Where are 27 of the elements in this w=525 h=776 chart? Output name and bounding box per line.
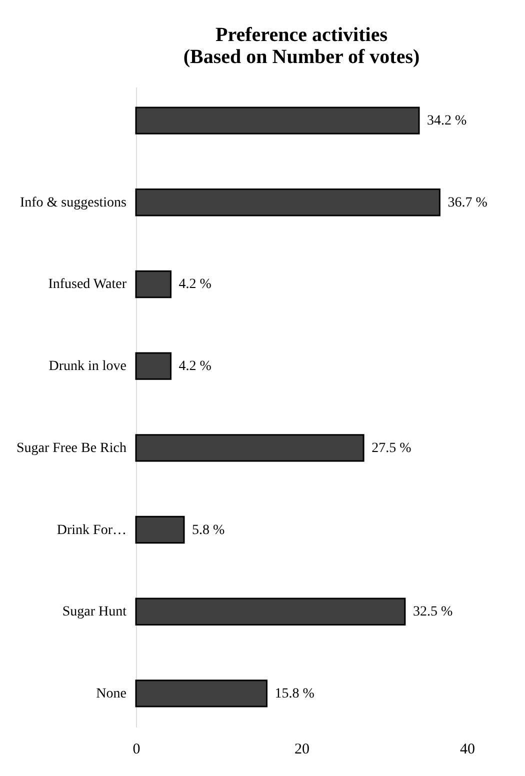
data-label: 32.5 % (412, 604, 453, 620)
data-label: 4.2 % (178, 277, 212, 292)
bar (135, 434, 364, 462)
data-label: 5.8 % (192, 522, 225, 538)
data-label: 36.7 % (448, 195, 488, 210)
bar (135, 270, 172, 298)
chart-title: Preference activities (Based on Number of votes) (183, 24, 420, 68)
bar (135, 680, 268, 708)
x-tick-label: 20 (294, 742, 310, 758)
data-label: 15.8 % (274, 686, 315, 702)
bar (135, 598, 406, 626)
y-tick-label: Sugar Hunt (62, 604, 127, 620)
bar (135, 188, 440, 216)
bar (135, 106, 420, 134)
y-tick-label: Drink For… (56, 522, 126, 538)
y-tick-label: Infused Water (48, 277, 127, 292)
y-tick-label: None (96, 686, 126, 702)
x-tick-label: 40 (460, 742, 475, 758)
y-tick-label: Info & suggestions (20, 195, 126, 210)
x-tick-label: 0 (132, 742, 140, 758)
bar (135, 352, 172, 380)
data-label: 27.5 % (372, 440, 412, 456)
y-tick-label: Drunk in love (48, 359, 126, 374)
data-label: 34.2 % (427, 114, 468, 129)
data-label: 4.2 % (178, 359, 212, 374)
bar (135, 516, 185, 544)
y-tick-label: Sugar Free Be Rich (16, 440, 126, 456)
